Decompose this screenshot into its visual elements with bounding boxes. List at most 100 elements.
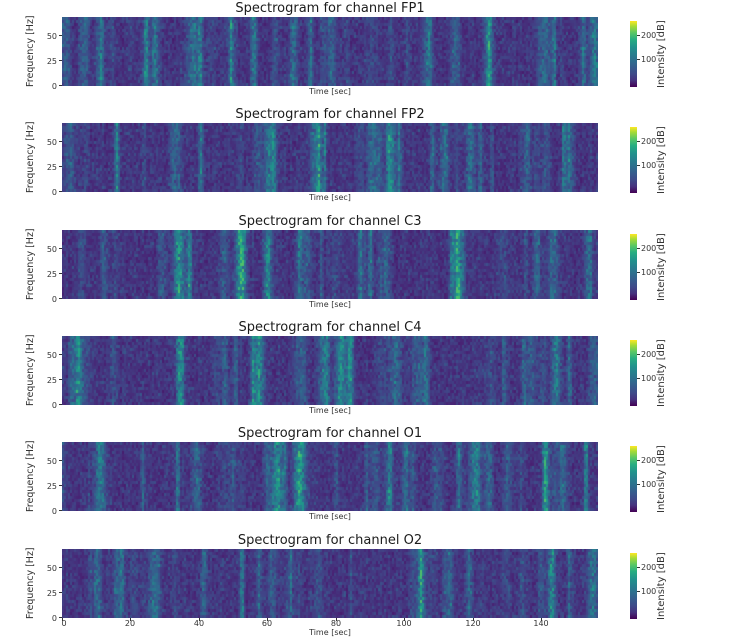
spectrogram-heatmap (62, 123, 598, 192)
colorbar-label: Intensity [dB] (656, 339, 667, 407)
y-tick-mark (59, 35, 62, 36)
colorbar-tick-200: 200 (641, 244, 657, 253)
y-tick-0: 0 (51, 401, 57, 410)
y-tick-mark (59, 141, 62, 142)
spectrogram-heatmap (62, 442, 598, 511)
y-axis-label: Frequency [Hz] (25, 121, 36, 193)
y-tick-0: 0 (51, 614, 57, 623)
y-tick-25: 25 (46, 589, 57, 598)
y-axis-label: Frequency [Hz] (25, 228, 36, 300)
y-tick-mark (59, 166, 62, 167)
x-tick-mark (130, 618, 131, 621)
colorbar-tick-mark (637, 460, 640, 461)
y-axis-label: Frequency [Hz] (25, 334, 36, 406)
y-tick-mark (59, 485, 62, 486)
colorbar-tick-100: 100 (641, 374, 657, 383)
y-tick-mark (59, 617, 62, 618)
colorbar-tick-100: 100 (641, 161, 657, 170)
x-tick-80: 80 (330, 619, 342, 628)
y-tick-mark (59, 592, 62, 593)
panel-title: Spectrogram for channel FP2 (235, 107, 425, 122)
y-axis-label: Frequency [Hz] (25, 547, 36, 619)
y-tick-mark (59, 460, 62, 461)
colorbar-tick-mark (637, 378, 640, 379)
colorbar-tick-mark (637, 272, 640, 273)
y-tick-mark (59, 60, 62, 61)
spectrogram-panel-o1: Spectrogram for channel O1 Frequency [Hz… (0, 425, 744, 531)
x-tick-100: 100 (396, 619, 412, 628)
colorbar-label: Intensity [dB] (656, 445, 667, 513)
colorbar-tick-mark (637, 354, 640, 355)
y-axis-label: Frequency [Hz] (25, 15, 36, 87)
y-tick-25: 25 (46, 57, 57, 66)
y-tick-0: 0 (51, 295, 57, 304)
x-tick-40: 40 (193, 619, 205, 628)
colorbar-tick-200: 200 (641, 350, 657, 359)
y-tick-mark (59, 354, 62, 355)
x-tick-120: 120 (465, 619, 481, 628)
colorbar-tick-mark (637, 35, 640, 36)
x-tick-mark (267, 618, 268, 621)
y-tick-mark (59, 298, 62, 299)
y-tick-50: 50 (46, 32, 57, 41)
y-tick-0: 0 (51, 188, 57, 197)
y-tick-25: 25 (46, 482, 57, 491)
panel-title: Spectrogram for channel C4 (238, 320, 422, 335)
y-tick-50: 50 (46, 564, 57, 573)
colorbar-tick-200: 200 (641, 563, 657, 572)
panel-title: Spectrogram for channel FP1 (235, 1, 425, 16)
colorbar-tick-100: 100 (641, 480, 657, 489)
y-tick-25: 25 (46, 376, 57, 385)
y-tick-0: 0 (51, 507, 57, 516)
colorbar-gradient (630, 21, 637, 87)
colorbar-tick-200: 200 (641, 137, 657, 146)
y-tick-0: 0 (51, 82, 57, 91)
x-tick-20: 20 (124, 619, 136, 628)
colorbar-gradient (630, 234, 637, 300)
spectrogram-heatmap (62, 17, 598, 86)
colorbar-tick-mark (637, 591, 640, 592)
x-tick-140: 140 (533, 619, 549, 628)
y-tick-mark (59, 404, 62, 405)
colorbar-tick-100: 100 (641, 55, 657, 64)
x-axis-label: Time [sec] (309, 628, 351, 637)
y-tick-mark (59, 85, 62, 86)
spectrogram-heatmap (62, 230, 598, 299)
x-tick-mark (199, 618, 200, 621)
panel-title: Spectrogram for channel C3 (238, 214, 422, 229)
spectrogram-panel-o2: Spectrogram for channel O2 Frequency [Hz… (0, 532, 744, 638)
x-tick-mark (404, 618, 405, 621)
colorbar-label: Intensity [dB] (656, 20, 667, 88)
y-tick-mark (59, 379, 62, 380)
colorbar-label: Intensity [dB] (656, 552, 667, 620)
y-tick-mark (59, 510, 62, 511)
spectrogram-panel-fp2: Spectrogram for channel FP2 Frequency [H… (0, 106, 744, 212)
colorbar-tick-mark (637, 248, 640, 249)
x-tick-mark (473, 618, 474, 621)
colorbar-gradient (630, 340, 637, 406)
y-tick-mark (59, 248, 62, 249)
colorbar-gradient (630, 446, 637, 512)
spectrogram-heatmap (62, 549, 598, 618)
spectrogram-panel-c4: Spectrogram for channel C4 Frequency [Hz… (0, 319, 744, 425)
x-axis-label: Time [sec] (309, 406, 351, 415)
colorbar-tick-100: 100 (641, 268, 657, 277)
y-axis-label: Frequency [Hz] (25, 440, 36, 512)
colorbar-tick-mark (637, 165, 640, 166)
colorbar-tick-mark (637, 567, 640, 568)
y-tick-mark (59, 273, 62, 274)
colorbar-gradient (630, 127, 637, 193)
y-tick-25: 25 (46, 270, 57, 279)
spectrogram-panel-fp1: Spectrogram for channel FP1 Frequency [H… (0, 0, 744, 106)
y-tick-25: 25 (46, 163, 57, 172)
y-tick-50: 50 (46, 457, 57, 466)
x-tick-mark (62, 618, 63, 621)
colorbar-tick-mark (637, 484, 640, 485)
colorbar-tick-mark (637, 59, 640, 60)
colorbar-tick-mark (637, 141, 640, 142)
x-tick-60: 60 (261, 619, 273, 628)
panel-title: Spectrogram for channel O1 (237, 426, 423, 441)
colorbar-tick-100: 100 (641, 587, 657, 596)
x-axis-label: Time [sec] (309, 87, 351, 96)
